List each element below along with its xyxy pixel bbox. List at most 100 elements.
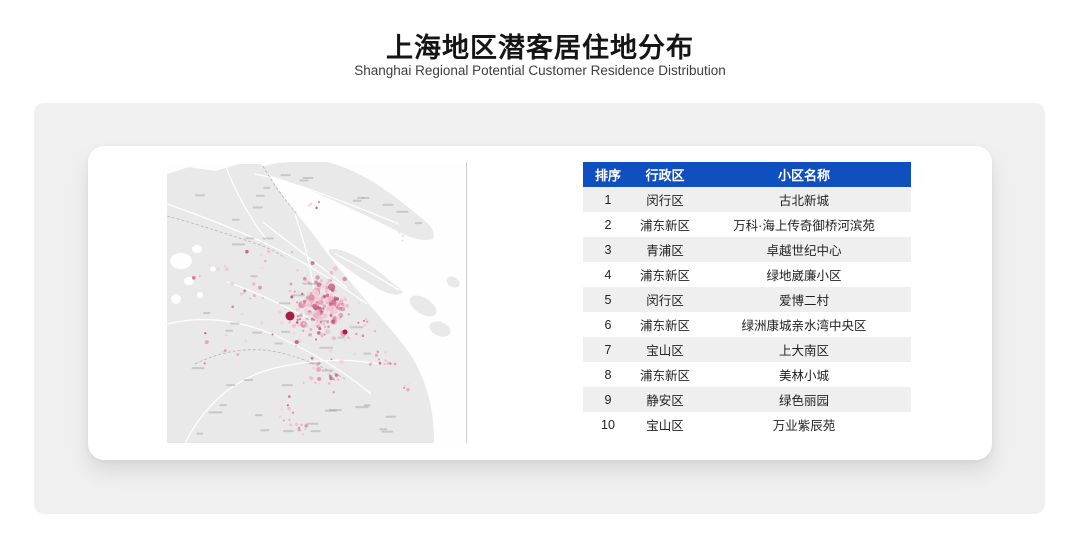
- density-dot: [332, 378, 335, 381]
- cell-district: 闵行区: [646, 294, 684, 308]
- density-dot: [325, 298, 329, 301]
- table-row: 1 闵行区 古北新城: [583, 187, 911, 212]
- place-label-mark: [385, 415, 396, 418]
- density-dot: [321, 284, 326, 289]
- density-dot: [223, 349, 227, 352]
- place-label-mark: [299, 179, 309, 182]
- density-dot: [279, 320, 284, 326]
- density-dot: [362, 319, 366, 322]
- density-dot: [315, 320, 321, 326]
- density-dot: [288, 418, 291, 422]
- density-dot: [310, 261, 315, 265]
- density-dot: [407, 383, 410, 386]
- place-label-mark: [396, 210, 409, 213]
- density-dot: [294, 422, 299, 427]
- density-dot: [293, 290, 296, 293]
- place-label-mark: [362, 197, 370, 199]
- map-density-dots: [191, 201, 410, 436]
- density-dot: [241, 312, 244, 315]
- table-header-row: 排序 行政区 小区名称: [583, 162, 911, 187]
- place-label-mark: [274, 342, 283, 345]
- density-dot: [287, 395, 291, 398]
- cell-community: 万业紫辰苑: [772, 419, 836, 433]
- place-label-mark: [283, 430, 294, 433]
- cell-district: 宝山区: [646, 419, 684, 433]
- place-label-mark: [379, 428, 388, 431]
- density-dot: [300, 423, 303, 426]
- density-dot: [258, 285, 262, 290]
- density-dot: [292, 331, 296, 335]
- density-dot: [337, 378, 340, 381]
- density-dot: [318, 327, 322, 331]
- density-dot: [401, 239, 404, 242]
- density-dot: [320, 334, 324, 338]
- map-railways: [167, 165, 348, 381]
- map-roads: [167, 163, 400, 443]
- density-dot: [342, 276, 347, 282]
- table-row: 3 青浦区 卓越世纪中心: [583, 237, 911, 262]
- density-dot: [239, 293, 243, 296]
- content-card: 排序 行政区 小区名称 1 闵行区 古北新城 2 浦东新区 万科·海上传奇御桥河滨苑 3 青浦…: [88, 146, 992, 460]
- density-dot: [347, 336, 350, 339]
- density-dot: [308, 204, 311, 207]
- cell-community: 卓越世纪中心: [766, 244, 842, 258]
- density-dot: [310, 356, 314, 360]
- density-dot: [252, 282, 256, 286]
- density-dot: [325, 285, 329, 290]
- density-dot: [332, 390, 336, 394]
- density-dot: [282, 419, 285, 422]
- density-dot: [296, 269, 299, 272]
- place-label-mark: [262, 237, 274, 240]
- cell-rank: 6: [604, 317, 612, 332]
- density-dot: [243, 289, 247, 293]
- density-dot: [300, 292, 304, 296]
- density-dot: [291, 323, 297, 328]
- place-label-mark: [191, 367, 205, 370]
- place-label-mark: [321, 369, 334, 372]
- density-dot: [288, 289, 292, 293]
- place-label-mark: [357, 196, 364, 199]
- density-dot: [225, 267, 229, 272]
- density-dot: [264, 259, 267, 263]
- density-dot: [345, 303, 350, 308]
- cell-community: 万科·海上传奇御桥河滨苑: [733, 219, 875, 233]
- density-dot: [333, 266, 338, 271]
- density-dot: [315, 206, 318, 210]
- density-dot: [384, 351, 387, 354]
- density-dot: [326, 329, 330, 333]
- density-dot: [261, 266, 264, 269]
- density-dot: [297, 290, 300, 294]
- density-dot-dark: [342, 329, 348, 335]
- density-dot: [327, 278, 332, 283]
- column-header-district: 行政区: [633, 162, 697, 187]
- table-row: 5 闵行区 爱博二村: [583, 287, 911, 312]
- cell-rank: 8: [604, 367, 612, 382]
- density-dot: [366, 320, 369, 323]
- density-dot: [318, 324, 321, 328]
- density-dot: [295, 307, 300, 312]
- ranking-table-wrap: 排序 行政区 小区名称 1 闵行区 古北新城 2 浦东新区 万科·海上传奇御桥河滨苑 3 青浦…: [583, 162, 911, 437]
- density-dot: [315, 338, 318, 341]
- cell-community: 美林小城: [778, 369, 829, 383]
- density-dot: [338, 317, 341, 320]
- density-dot: [335, 305, 339, 309]
- density-dot: [331, 336, 336, 341]
- density-dot-dark: [285, 311, 295, 321]
- density-dot: [353, 352, 356, 356]
- density-dot: [331, 303, 334, 306]
- density-dot: [316, 282, 322, 288]
- density-dot: [309, 335, 313, 338]
- cell-district: 闵行区: [646, 194, 684, 208]
- table-row: 7 宝山区 上大南区: [583, 337, 911, 362]
- density-dot: [324, 313, 329, 317]
- density-dot: [304, 311, 309, 316]
- place-label-mark: [319, 346, 334, 349]
- shanghai-map-svg: [167, 162, 468, 443]
- density-dot: [361, 334, 365, 337]
- place-label-mark: [260, 429, 270, 432]
- density-dot: [334, 373, 339, 377]
- density-dot: [323, 333, 326, 336]
- density-dot: [383, 363, 386, 365]
- density-dot: [308, 305, 311, 309]
- density-dot: [344, 299, 347, 302]
